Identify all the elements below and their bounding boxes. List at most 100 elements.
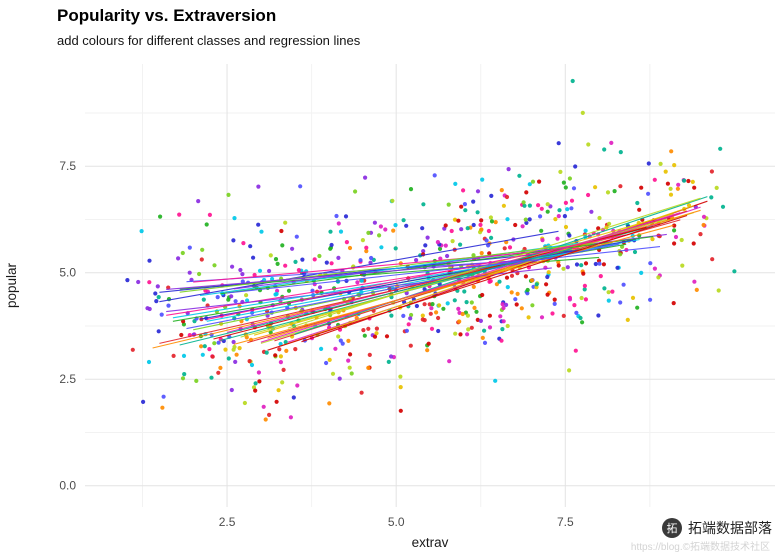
- data-point: [421, 202, 426, 207]
- watermark-logo-icon: 拓: [662, 518, 682, 538]
- data-point: [596, 226, 601, 231]
- data-point: [338, 338, 343, 343]
- data-point: [353, 189, 358, 194]
- data-point: [650, 237, 655, 242]
- data-point: [249, 362, 255, 368]
- data-point: [464, 300, 469, 305]
- data-point: [212, 263, 217, 268]
- data-point: [480, 292, 485, 298]
- data-point: [420, 317, 425, 322]
- data-point: [139, 229, 144, 234]
- data-point: [663, 169, 668, 174]
- data-point: [635, 305, 640, 310]
- data-point: [291, 395, 296, 400]
- data-point: [691, 241, 696, 246]
- regression-line: [287, 197, 701, 329]
- data-point: [180, 250, 185, 256]
- data-point: [201, 297, 206, 302]
- data-point: [263, 417, 268, 422]
- data-point: [679, 237, 684, 243]
- data-point: [500, 327, 505, 332]
- watermark: 拓 拓端数据部落: [662, 518, 772, 538]
- data-point: [230, 264, 235, 269]
- data-point: [571, 186, 577, 191]
- data-point: [494, 282, 499, 287]
- data-point: [284, 348, 289, 353]
- data-point: [429, 326, 435, 331]
- data-point: [273, 257, 279, 262]
- data-point: [347, 245, 353, 251]
- data-point: [267, 268, 272, 274]
- data-point: [620, 244, 625, 249]
- data-point: [561, 266, 566, 271]
- data-point: [153, 291, 158, 296]
- data-point: [366, 326, 371, 331]
- watermark-url: https://blog.©拓端数据技术社区: [630, 542, 770, 553]
- data-point: [581, 271, 586, 276]
- data-point: [583, 261, 589, 266]
- data-point: [612, 189, 617, 194]
- data-point: [458, 332, 463, 337]
- data-point: [312, 257, 317, 262]
- data-point: [550, 311, 555, 316]
- data-point: [479, 227, 484, 232]
- regression-line: [179, 242, 593, 293]
- data-point: [500, 302, 505, 307]
- data-point: [404, 291, 409, 296]
- data-point: [404, 328, 409, 333]
- data-point: [248, 244, 253, 249]
- data-point: [563, 200, 569, 205]
- data-point: [233, 359, 238, 364]
- data-point: [466, 327, 471, 332]
- data-point: [529, 278, 535, 283]
- data-point: [607, 221, 612, 226]
- data-point: [231, 339, 236, 345]
- data-point: [180, 376, 186, 381]
- data-point: [402, 300, 407, 305]
- data-point: [453, 181, 458, 186]
- data-point: [278, 341, 283, 347]
- x-tick-label: 7.5: [557, 515, 574, 529]
- data-point: [229, 294, 234, 299]
- data-point: [182, 372, 187, 377]
- data-point: [226, 192, 231, 197]
- data-point: [408, 316, 413, 321]
- data-point: [602, 286, 607, 291]
- data-point: [718, 146, 723, 151]
- data-point: [278, 360, 283, 365]
- data-point: [465, 313, 470, 318]
- data-point: [443, 223, 448, 228]
- data-point: [423, 243, 428, 248]
- data-point: [343, 214, 349, 219]
- data-point: [346, 338, 351, 343]
- data-point: [283, 340, 288, 345]
- data-point: [692, 279, 697, 284]
- data-point: [146, 359, 152, 365]
- data-point: [226, 297, 231, 302]
- data-point: [233, 299, 238, 304]
- data-point: [447, 359, 452, 364]
- data-point: [300, 257, 305, 262]
- regression-line: [159, 257, 539, 344]
- data-point: [294, 234, 299, 239]
- data-point: [461, 188, 466, 193]
- data-point: [298, 184, 303, 189]
- data-point: [565, 265, 570, 270]
- data-point: [158, 214, 163, 219]
- data-point: [372, 334, 378, 339]
- data-point: [580, 110, 585, 115]
- data-point: [515, 291, 520, 296]
- data-point: [484, 238, 489, 243]
- data-point: [259, 229, 264, 234]
- data-point: [469, 325, 474, 330]
- data-point: [573, 164, 578, 169]
- data-point: [181, 353, 187, 358]
- data-point: [465, 226, 470, 231]
- data-point: [546, 270, 551, 275]
- data-point: [710, 257, 715, 262]
- data-point: [506, 167, 511, 172]
- data-point: [435, 240, 440, 245]
- data-point: [245, 298, 250, 303]
- data-point: [159, 312, 164, 317]
- data-point: [384, 334, 390, 339]
